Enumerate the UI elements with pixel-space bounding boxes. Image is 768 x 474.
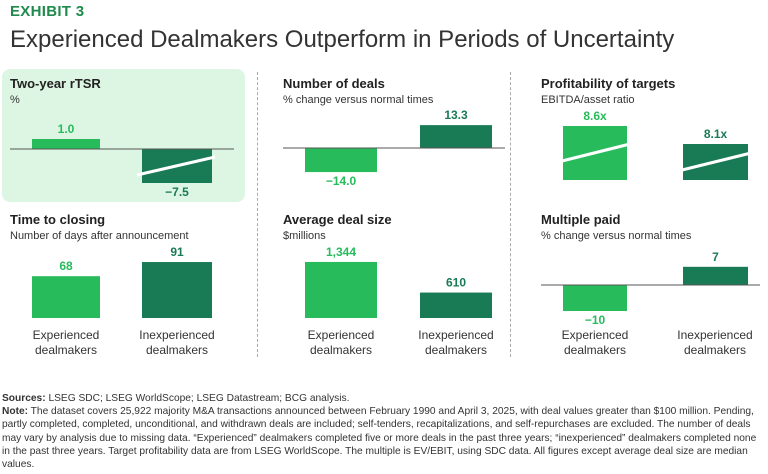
divider (257, 72, 258, 357)
exhibit-label: EXHIBIT 3 (10, 3, 85, 20)
x-label-inexperienced: Inexperienced dealmakers (139, 328, 215, 357)
sources-text: LSEG SDC; LSEG WorldScope; LSEG Datastre… (45, 393, 350, 404)
x-label-inexperienced: Inexperienced dealmakers (677, 328, 753, 357)
data-label: 91 (170, 245, 184, 259)
bar-experienced (305, 148, 377, 173)
panel-title: Number of deals (283, 76, 385, 91)
x-label-inexperienced: Inexperienced dealmakers (418, 328, 494, 357)
bar-inexperienced (683, 266, 748, 285)
exhibit-title: Experienced Dealmakers Outperform in Per… (10, 26, 675, 53)
panel-subtitle: EBITDA/asset ratio (541, 94, 635, 106)
data-label: 13.3 (444, 108, 468, 122)
axis-break-mark (557, 142, 631, 164)
x-label-experienced: Experienced dealmakers (307, 328, 375, 357)
note-text: The dataset covers 25,922 majority M&A t… (2, 406, 757, 471)
axis-break-mark (677, 151, 752, 173)
panel-subtitle: % change versus normal times (283, 94, 434, 106)
data-label: 68 (59, 259, 73, 273)
bar-inexperienced (420, 125, 492, 148)
divider (510, 72, 511, 357)
panel-subtitle: $millions (283, 230, 326, 242)
axis-break-mark (136, 155, 216, 177)
panel-title: Two-year rTSR (10, 76, 101, 91)
bar-inexperienced (420, 292, 492, 318)
bar-experienced (305, 261, 377, 318)
data-label: 610 (446, 276, 466, 290)
footnotes: Sources: LSEG SDC; LSEG WorldScope; LSEG… (2, 392, 766, 471)
panel-title: Time to closing (10, 212, 106, 227)
bar-experienced (32, 276, 100, 318)
panel-subtitle: % (10, 94, 20, 106)
data-label: −14.0 (326, 174, 357, 188)
data-label: 1.0 (58, 122, 75, 136)
note-label: Note: (2, 406, 29, 418)
data-label: −7.5 (165, 185, 189, 199)
panel-subtitle: % change versus normal times (541, 230, 692, 242)
sources-label: Sources: (2, 393, 46, 404)
x-label-experienced: Experienced dealmakers (32, 328, 100, 357)
data-label: −10 (585, 313, 606, 327)
panel-title: Average deal size (283, 212, 392, 227)
data-label: 1,344 (326, 245, 356, 259)
data-label: 7 (712, 250, 719, 264)
bar-inexperienced (142, 262, 212, 318)
panel-title: Profitability of targets (541, 76, 676, 91)
panel-subtitle: Number of days after announcement (10, 230, 189, 242)
bar-experienced (563, 285, 627, 311)
data-label: 8.1x (704, 127, 728, 141)
data-label: 8.6x (583, 109, 607, 123)
x-label-experienced: Experienced dealmakers (561, 328, 629, 357)
panel-title: Multiple paid (541, 212, 621, 227)
bar-experienced (32, 139, 100, 149)
